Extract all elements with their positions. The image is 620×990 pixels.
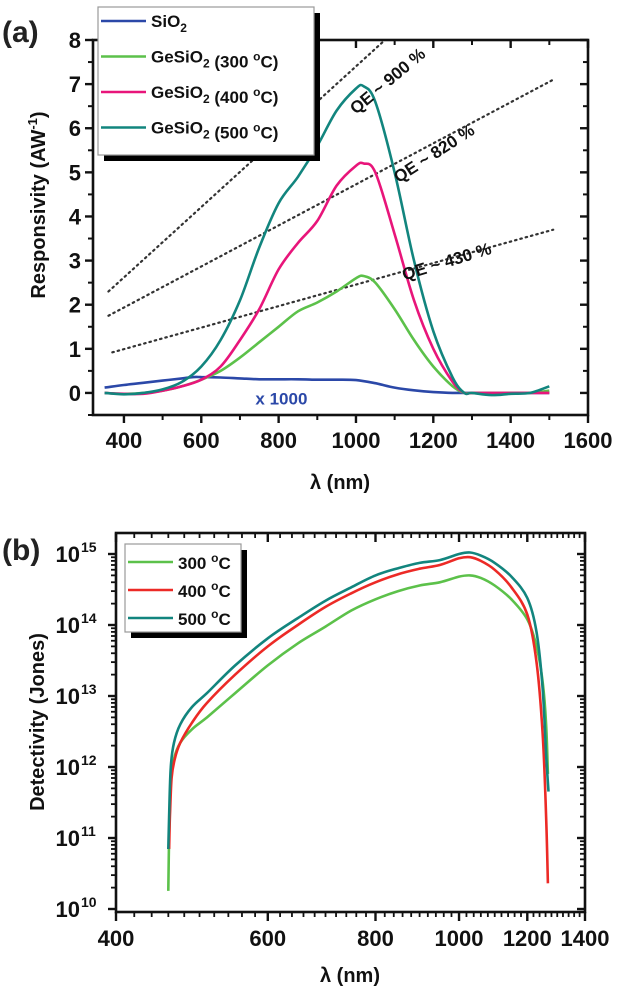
x-tick-label: 1200 [503, 926, 552, 951]
y-tick-label: 5 [69, 160, 81, 185]
panel-b-frame [114, 531, 587, 914]
x-tick-label: 800 [260, 428, 297, 453]
y-tick-label: 10 [56, 613, 80, 638]
legend-entry-label: 300 oC [178, 551, 231, 573]
x-tick-label: 1200 [409, 428, 458, 453]
x-tick-label: 600 [249, 926, 286, 951]
x-tick-label: 400 [106, 428, 143, 453]
y-tick-label: 6 [69, 116, 81, 141]
x-tick-label: 1400 [561, 926, 610, 951]
panel-a-label: (a) [2, 16, 39, 49]
x-tick-label: 600 [183, 428, 220, 453]
y-tick-label: 10 [56, 542, 80, 567]
panel-a-x-axis-title: λ (nm) [310, 472, 370, 494]
qe-reference-line [107, 38, 387, 293]
panel-b-plot-area [167, 551, 550, 891]
x-tick-label: 800 [357, 926, 394, 951]
y-tick-label: 8 [69, 28, 81, 53]
series-line-gesio2-500-c- [104, 83, 550, 397]
legend-entry-label: 400 oC [178, 579, 231, 601]
y-tick-label: 0 [69, 381, 81, 406]
legend-entry-label: GeSiO2 (400 oC) [151, 83, 278, 107]
y-tick-exponent: 13 [81, 681, 97, 697]
panel-b-y-axis-title: Detectivity (Jones) [27, 633, 49, 811]
panel-b-x-axis-title: λ (nm) [320, 965, 380, 987]
y-tick-exponent: 10 [81, 894, 97, 910]
y-tick-exponent: 12 [81, 752, 97, 768]
y-tick-label: 1 [69, 337, 81, 362]
legend-entry-label: GeSiO2 (500 oC) [151, 119, 278, 143]
x-tick-label: 1000 [435, 926, 484, 951]
qe-annotation: QE ~ 900 % [346, 44, 429, 118]
panel-a-frame [91, 38, 590, 417]
qe-annotation: QE ~ 430 % [400, 239, 494, 284]
y-tick-label: 10 [56, 826, 80, 851]
qe-reference-line [107, 78, 555, 317]
series-line-gesio2-300-c- [104, 274, 550, 396]
panel-b-legend: 300 oC 400 oC 500 oC [124, 543, 247, 638]
series-line-sio2 [104, 375, 550, 395]
legend-entry-label: 500 oC [178, 607, 231, 629]
series-line-gesio2-400-c- [104, 161, 550, 396]
series-line-500-c [167, 551, 550, 850]
y-tick-label: 10 [56, 684, 80, 709]
panel-a-legend: SiO2 GeSiO2 (300 oC) GeSiO2 (400 oC) GeSiO2… [97, 6, 320, 161]
legend-entry-label: GeSiO2 (300 oC) [151, 48, 278, 72]
series-line-400-c [167, 555, 550, 884]
y-tick-exponent: 11 [81, 823, 96, 839]
legend-box [97, 6, 315, 156]
x-tick-label: 400 [98, 926, 135, 951]
qe-reference-line [111, 228, 555, 354]
y-tick-exponent: 14 [81, 610, 97, 626]
y-tick-label: 3 [69, 249, 81, 274]
y-tick-label: 4 [69, 204, 82, 229]
sio2-scale-annotation: x 1000 [255, 389, 307, 408]
panel-a-y-axis-title: Responsivity (AW-1) [25, 111, 50, 298]
y-tick-label: 7 [69, 72, 81, 97]
panel-a-axes: 400 600 800 1000 1200 1400 1600 0 1 2 3 4 5 6 7 8 [69, 28, 613, 453]
y-tick-label: 10 [56, 897, 80, 922]
legend-entry-label: SiO2 [151, 12, 187, 35]
panel-a-responsivity-chart: (a) QE ~ 900 %QE ~ 820 % QE ~ 430 % x 1000… [2, 6, 613, 494]
y-tick-label: 10 [56, 755, 80, 780]
x-tick-label: 1000 [331, 428, 380, 453]
panel-b-label: (b) [2, 534, 40, 567]
y-tick-label: 2 [69, 293, 81, 318]
y-tick-exponent: 15 [81, 539, 97, 555]
x-tick-label: 1400 [486, 428, 535, 453]
qe-annotation: QE ~ 820 % [390, 121, 478, 187]
x-tick-label: 1600 [564, 428, 613, 453]
